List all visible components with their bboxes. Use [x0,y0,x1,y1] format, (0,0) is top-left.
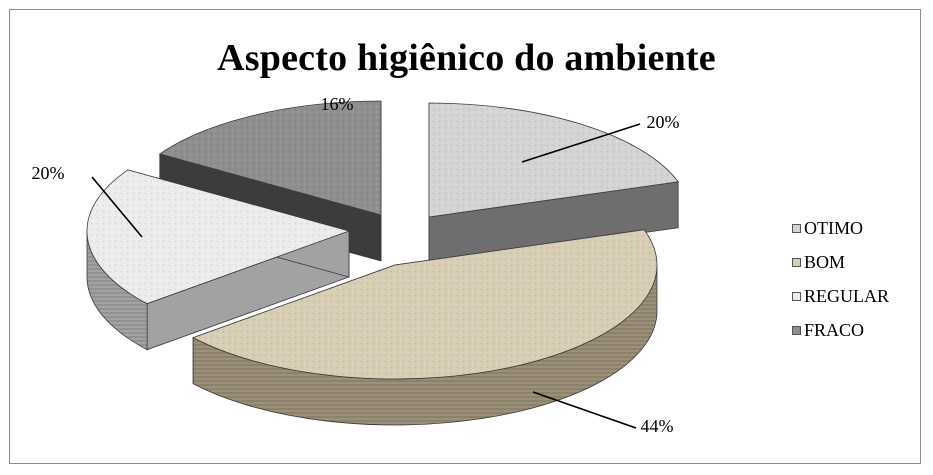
data-label-bom: 44% [641,416,674,436]
chart-title: Aspecto higiênico do ambiente [217,37,716,79]
legend-swatch [792,223,801,233]
data-label-regular: 20% [32,163,65,183]
leader-line-otimo [521,123,641,163]
legend-swatch [792,257,801,267]
pie-slice-fraco [158,100,382,262]
legend-label: BOM [804,251,846,272]
legend-item-otimo: OTIMO [792,211,889,245]
legend: OTIMO BOM REGULAR FRACO [792,211,889,347]
data-label-fraco: 16% [321,94,354,114]
leader-line-bom [532,391,637,429]
leader-line-regular [91,176,143,238]
legend-label: FRACO [804,319,865,340]
legend-label: REGULAR [804,285,889,306]
legend-label: OTIMO [804,217,863,238]
pie-slice-regular [86,169,351,351]
pie-slice-bom [192,229,658,426]
legend-swatch [792,325,801,335]
legend-item-fraco: FRACO [792,313,889,347]
data-label-otimo: 20% [647,112,680,132]
legend-swatch [792,291,801,301]
legend-item-regular: REGULAR [792,279,889,313]
pie-slice-otimo [428,102,679,264]
legend-item-bom: BOM [792,245,889,279]
